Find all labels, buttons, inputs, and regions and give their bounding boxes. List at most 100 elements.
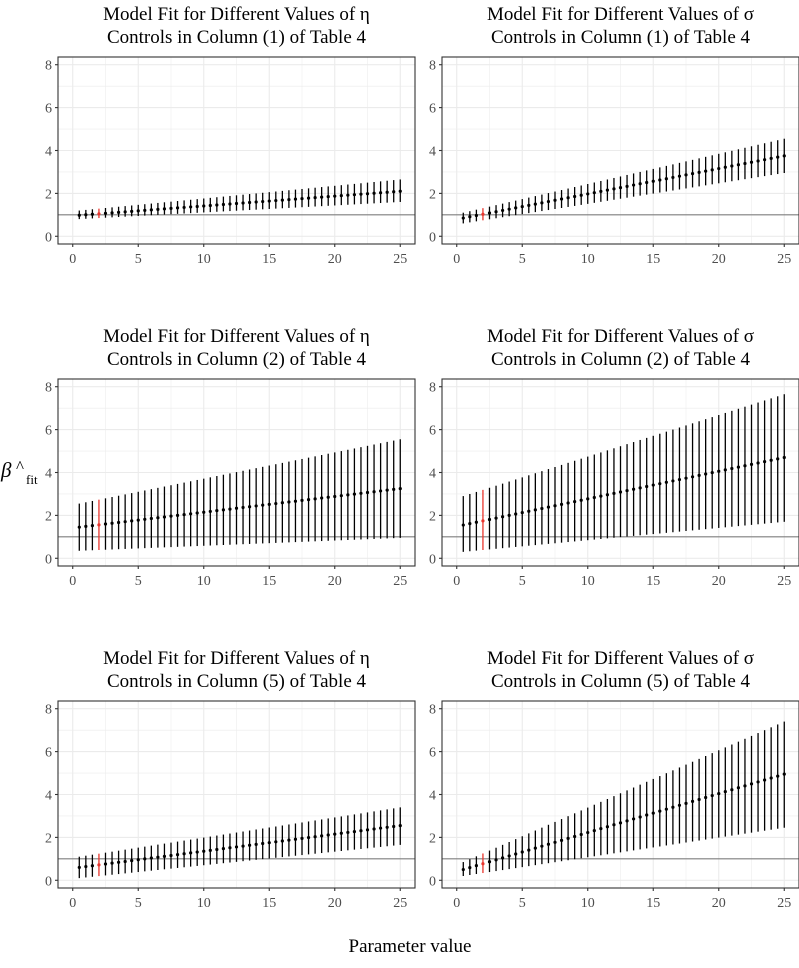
data-point [189,205,193,209]
data-point [123,859,127,864]
data-point [527,848,531,852]
data-point [566,196,570,200]
point-range-series [461,721,786,876]
x-tick-label: 0 [453,574,460,589]
data-point [208,848,212,852]
data-point [520,511,524,515]
data-point [514,512,518,516]
data-point [293,197,298,201]
x-tick-label: 10 [197,896,211,911]
y-tick-label: 8 [45,59,52,74]
data-point [527,203,531,207]
data-point [690,475,695,479]
y-tick-label: 6 [429,424,436,439]
data-point [612,187,616,191]
data-point [339,494,343,498]
data-point [651,179,655,183]
data-point [717,792,721,796]
data-point [690,799,695,803]
x-axis: 0 5 10 15 20 25 [69,888,407,911]
data-point [592,829,596,833]
data-point [756,159,760,163]
data-point [749,782,754,786]
data-point [359,829,363,833]
data-point [189,851,193,855]
highlight-point [481,212,485,216]
data-point [215,509,219,513]
data-point [651,483,655,487]
data-point [149,208,153,212]
data-point [618,490,623,494]
y-axis-title-sub: fit [26,472,38,487]
data-point [162,854,167,858]
data-point [559,502,564,506]
data-point [379,489,383,493]
data-point [116,520,121,525]
x-axis: 0 5 10 15 20 25 [69,244,407,267]
y-tick-label: 8 [45,703,52,718]
data-point [143,857,147,861]
panel-title-line-1: Model Fit for Different Values of η [103,648,370,669]
data-point [684,173,688,177]
data-point [313,835,317,839]
data-point [697,473,701,478]
data-point [293,499,298,503]
data-point [546,842,551,846]
panel-title-line-2: Controls in Column (2) of Table 4 [107,349,367,370]
data-point [723,790,727,794]
data-point [645,813,649,817]
data-point [474,520,478,524]
data-point [461,523,465,527]
data-point [398,189,402,193]
data-point [228,202,232,206]
data-point [723,468,727,472]
y-tick-label: 6 [45,102,52,117]
data-point [130,858,134,863]
x-tick-label: 0 [453,896,460,911]
x-tick-label: 5 [135,252,142,267]
data-point [697,170,701,174]
data-point [248,843,252,847]
data-point [710,471,714,475]
data-point [149,856,153,860]
data-point [392,487,396,491]
data-point [195,511,199,515]
data-point [306,196,311,200]
panel-2: Model Fit for Different Values of σContr… [429,4,799,267]
panel-3: Model Fit for Different Values of ηContr… [45,326,416,589]
y-tick-label: 2 [45,187,52,202]
data-point [553,198,557,202]
data-point [221,847,225,851]
data-point [651,811,655,815]
data-point [326,833,330,837]
data-point [90,212,94,216]
y-tick-label: 2 [429,187,436,202]
data-point [684,801,688,805]
data-point [625,819,629,823]
y-tick-label: 8 [429,59,436,74]
data-point [202,849,206,853]
data-point [749,462,754,466]
x-tick-label: 0 [69,574,76,589]
data-point [566,836,570,840]
data-point [730,788,734,792]
x-axis: 0 5 10 15 20 25 [453,888,791,911]
data-point [280,198,284,202]
data-point [339,831,343,835]
data-point [579,193,583,197]
y-tick-label: 0 [45,874,52,889]
x-tick-label: 0 [69,252,76,267]
data-point [769,156,773,160]
data-point [175,513,180,517]
data-point [261,503,265,507]
x-tick-label: 25 [777,574,791,589]
data-point [306,498,311,502]
data-point [143,208,147,212]
y-tick-label: 4 [45,145,52,160]
data-point [500,515,505,519]
data-point [632,487,636,491]
data-point [306,835,311,840]
data-point [723,165,727,169]
data-point [385,488,389,492]
data-point [618,821,623,825]
